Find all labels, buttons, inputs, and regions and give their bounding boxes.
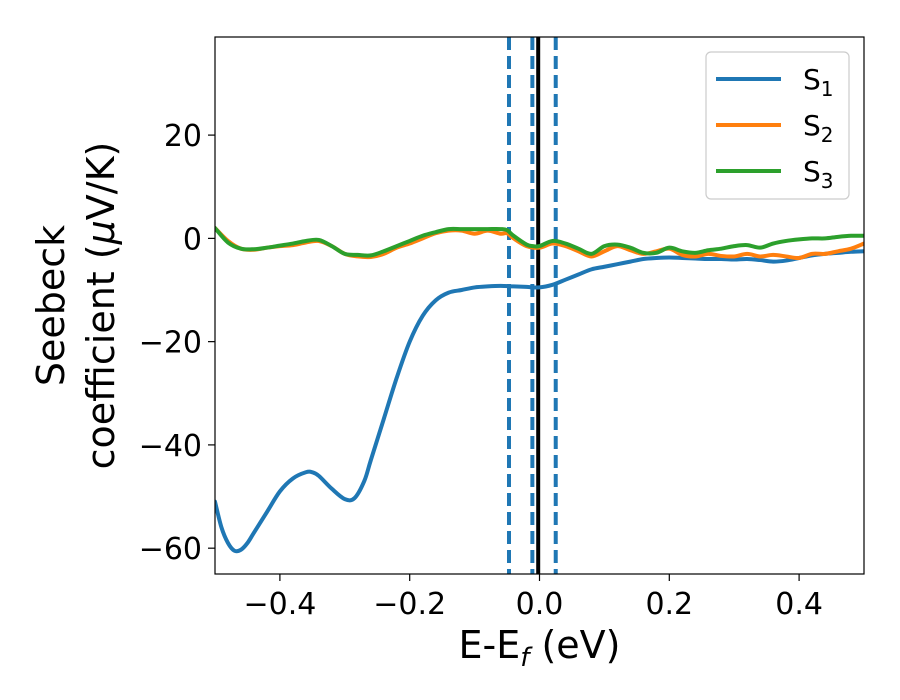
y-tick-label: 20 — [164, 119, 202, 154]
y-axis-label-line1: Seebeck — [29, 225, 73, 386]
series-line-s3 — [215, 226, 864, 258]
legend-label-s3: S3 — [803, 155, 834, 193]
y-label-suffix: V/K) — [79, 142, 123, 221]
y-tick-label: −60 — [139, 532, 202, 567]
x-tick-label: 0.4 — [775, 587, 823, 622]
y-tick-label: −40 — [139, 429, 202, 464]
x-tick-label: −0.2 — [373, 587, 446, 622]
x-label-suffix: (eV) — [529, 623, 620, 667]
x-tick-label: 0.0 — [516, 587, 564, 622]
x-label-main: E-E — [459, 623, 521, 667]
y-label-prefix: coefficient ( — [79, 244, 123, 469]
legend-label-s2: S2 — [803, 109, 834, 147]
legend: S1 S2 S3 — [705, 51, 850, 200]
plot-contents — [215, 37, 864, 574]
axis-ticks: −0.4 −0.2 0.0 0.2 0.4 −60 −40 −20 0 20 — [139, 119, 823, 622]
y-axis-label-line2: coefficient (μV/K) — [79, 142, 123, 470]
y-tick-label: −20 — [139, 326, 202, 361]
y-label-mu: μ — [79, 220, 123, 245]
x-axis-label: E-Ef (eV) — [459, 623, 621, 673]
x-tick-label: −0.4 — [243, 587, 316, 622]
series-line-s1 — [215, 249, 864, 554]
legend-label-s1: S1 — [803, 63, 834, 101]
y-tick-label: 0 — [183, 222, 202, 257]
x-tick-label: 0.2 — [645, 587, 693, 622]
